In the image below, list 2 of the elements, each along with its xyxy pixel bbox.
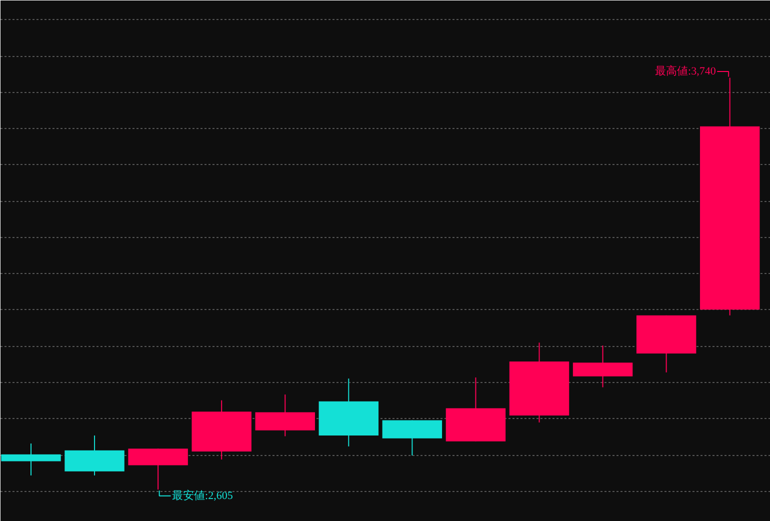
annotation: 最安値:2,605 [172, 488, 234, 502]
annotation: 最高値:3,740 [655, 64, 716, 78]
